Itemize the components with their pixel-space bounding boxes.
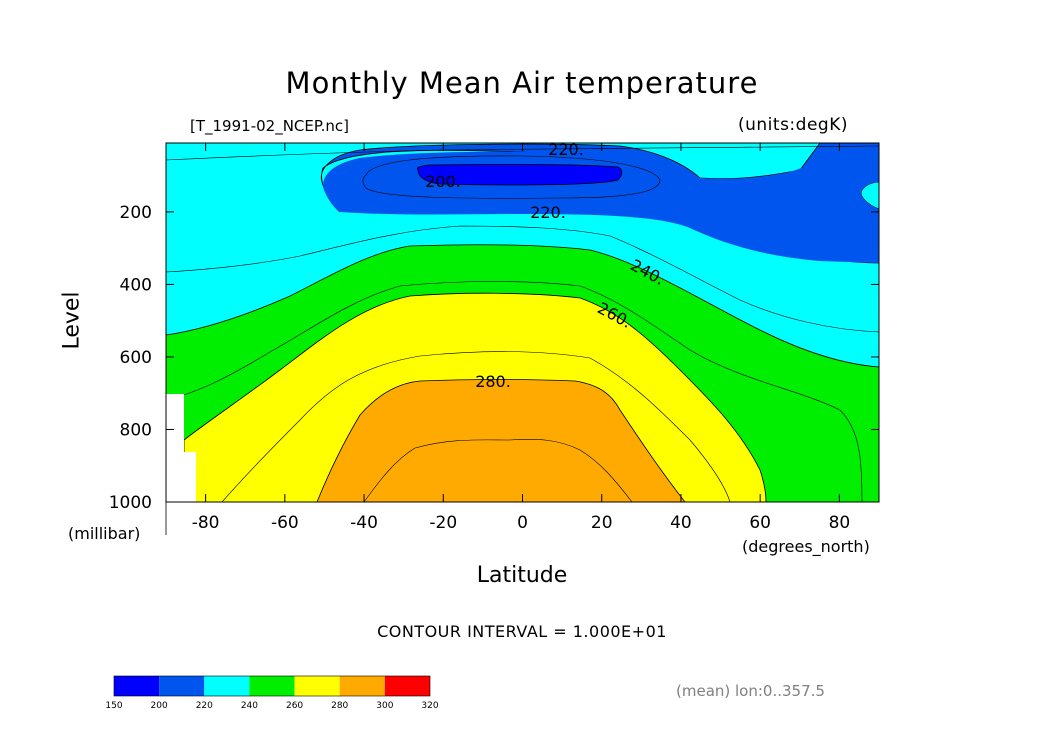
x-tick-label: -40 — [350, 513, 378, 533]
contour-lines — [165, 145, 880, 503]
y-tick-label: 600 — [120, 348, 152, 368]
mean-lon-footnote: (mean) lon:0..357.5 — [676, 682, 825, 700]
x-tick-label: 60 — [749, 513, 771, 533]
y-tick-label: 800 — [120, 420, 152, 440]
colorbar-level-label: 150 — [105, 701, 122, 711]
colorbar-level-label: 220 — [196, 701, 213, 711]
x-axis-units: (degrees_north) — [742, 537, 870, 556]
colorbar-level-label: 320 — [421, 701, 438, 711]
colorbar-level-label: 300 — [376, 701, 393, 711]
contour-label: 280. — [475, 372, 511, 391]
contour-line-270 — [221, 351, 731, 503]
y-tick-label: 1000 — [109, 493, 152, 513]
contour-line-top-220 — [165, 145, 880, 161]
contour-line-230 — [165, 225, 880, 333]
colorbar: 150 200 220 240 260 280 300 320 — [105, 675, 439, 711]
x-tick-label: -20 — [429, 513, 457, 533]
y-tick-label: 400 — [120, 275, 152, 295]
x-tick-label: 80 — [829, 513, 851, 533]
axes: -80 -60 -40 -20 0 20 40 60 80 200 400 600 800 1000 — [109, 143, 879, 533]
missing-data-patch-lower — [166, 452, 196, 502]
colorbar-level-label: 240 — [241, 701, 258, 711]
colorbar-swatch — [249, 676, 295, 696]
contour-interval-note: CONTOUR INTERVAL = 1.000E+01 — [377, 622, 667, 641]
colorbar-frame — [113, 675, 431, 697]
x-axis-title: Latitude — [476, 563, 568, 588]
colorbar-level-label: 260 — [286, 701, 303, 711]
x-tick-label: -60 — [271, 513, 299, 533]
contour-label: 220. — [548, 140, 584, 159]
x-tick-label: 40 — [670, 513, 692, 533]
colorbar-swatch — [159, 676, 205, 696]
x-tick-label: 20 — [591, 513, 613, 533]
colorbar-level-label: 280 — [331, 701, 348, 711]
band-150-200 — [416, 164, 623, 186]
contour-line-290 — [363, 439, 633, 503]
contour-line-210 — [362, 155, 661, 199]
colorbar-swatch — [114, 676, 160, 696]
chart-title: Monthly Mean Air temperature — [285, 66, 759, 100]
band-280-300 — [316, 379, 686, 503]
colorbar-swatch — [384, 676, 430, 696]
colorbar-swatch — [339, 676, 385, 696]
colorbar-level-label: 200 — [151, 701, 168, 711]
plot-area: 220.200.220.240.260.280. — [165, 140, 880, 535]
source-file-label: [T_1991-02_NCEP.nc] — [190, 117, 349, 135]
contour-label: 220. — [530, 203, 566, 222]
x-tick-label: -80 — [192, 513, 220, 533]
y-axis-units: (millibar) — [68, 524, 141, 543]
units-label: (units:degK) — [738, 115, 848, 135]
colorbar-swatch — [294, 676, 340, 696]
contour-line-250 — [165, 281, 863, 503]
colorbar-swatch — [204, 676, 250, 696]
x-tick-label: 0 — [517, 513, 528, 533]
y-tick-label: 200 — [120, 203, 152, 223]
contour-label: 200. — [425, 172, 461, 191]
